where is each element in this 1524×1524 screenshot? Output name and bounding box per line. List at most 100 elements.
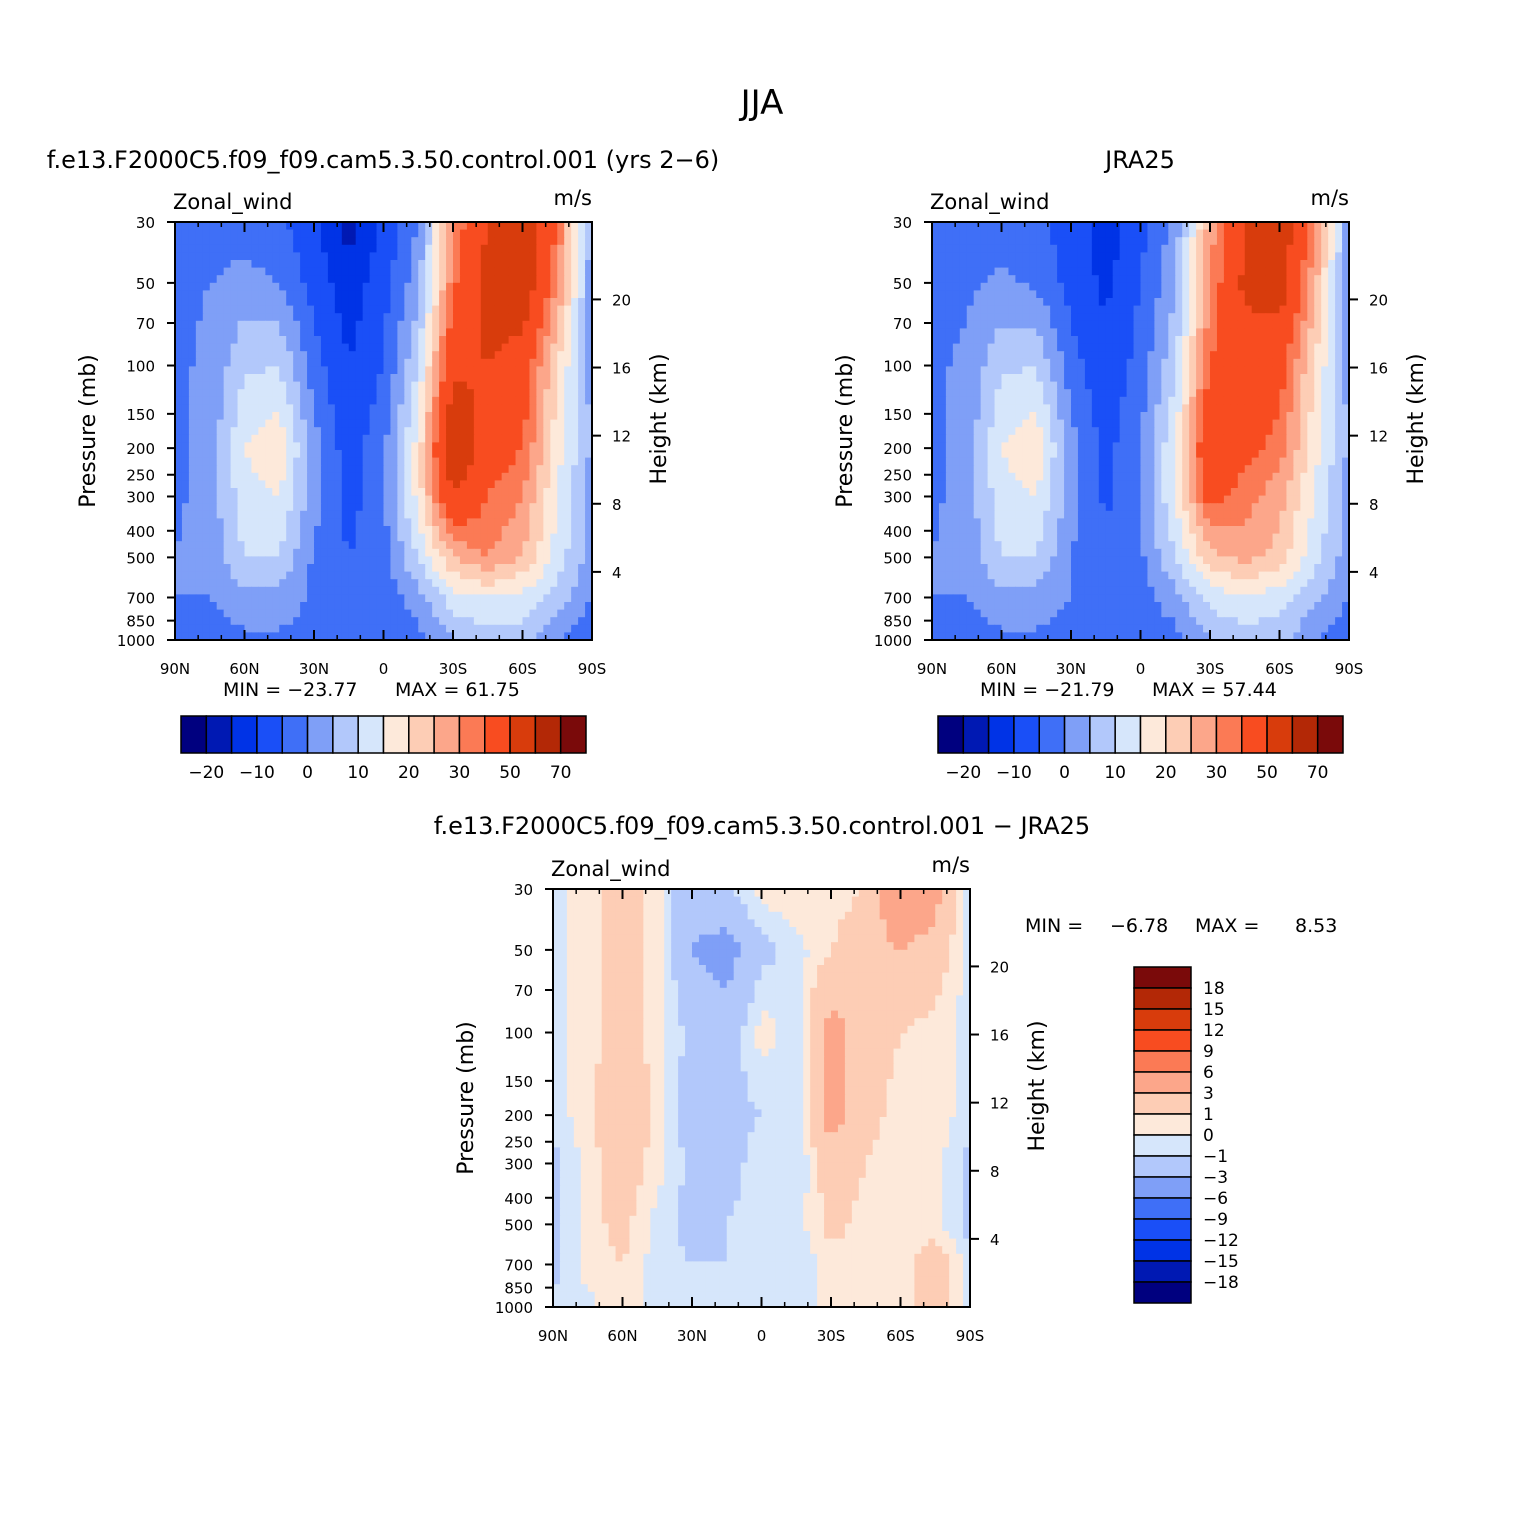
heatmap-cell — [515, 518, 524, 527]
heatmap-cell — [362, 579, 371, 588]
heatmap-cell — [578, 229, 586, 238]
heatmap-cell — [223, 548, 232, 557]
heatmap-cell — [307, 343, 315, 352]
heatmap-cell — [508, 586, 517, 595]
heatmap-cell — [286, 222, 294, 231]
heatmap-cell — [585, 526, 593, 535]
heatmap-cell — [1119, 222, 1128, 231]
heatmap-cell — [1328, 412, 1336, 421]
heatmap-cell — [980, 358, 989, 367]
heatmap-cell — [425, 222, 433, 231]
heatmap-cell — [418, 526, 426, 535]
heatmap-cell — [209, 510, 218, 519]
heatmap-cell — [501, 541, 510, 550]
heatmap-cell — [1098, 336, 1107, 345]
heatmap-cell — [327, 427, 336, 436]
heatmap-cell — [1022, 305, 1030, 314]
heatmap-cell — [202, 320, 211, 329]
heatmap-cell — [181, 252, 190, 261]
heatmap-cell — [279, 366, 287, 375]
heatmap-cell — [439, 336, 447, 345]
heatmap-cell — [411, 275, 419, 284]
heatmap-cell — [348, 229, 357, 238]
heatmap-cell — [453, 237, 461, 246]
heatmap-cell — [1279, 396, 1288, 405]
heatmap-cell — [1182, 412, 1190, 421]
heatmap-cell — [1112, 244, 1121, 253]
heatmap-cell — [286, 244, 294, 253]
heatmap-cell — [397, 548, 405, 557]
heatmap-cell — [362, 602, 371, 611]
heatmap-cell — [585, 586, 593, 595]
heatmap-cell — [1300, 305, 1308, 314]
heatmap-cell — [473, 343, 482, 352]
y-tick-label: 700 — [126, 589, 155, 607]
heatmap-cell — [938, 358, 947, 367]
heatmap-cell — [369, 244, 378, 253]
heatmap-cell — [508, 320, 517, 329]
heatmap-cell — [571, 336, 579, 345]
heatmap-cell — [1036, 222, 1044, 231]
heatmap-cell — [1272, 298, 1281, 307]
heatmap-cell — [494, 404, 503, 413]
heatmap-cell — [1342, 267, 1350, 276]
heatmap-cell — [1286, 343, 1294, 352]
heatmap-cell — [286, 427, 294, 436]
heatmap-cell — [362, 442, 371, 451]
heatmap-cell — [223, 556, 232, 565]
heatmap-cell — [195, 260, 204, 269]
heatmap-cell — [397, 480, 405, 489]
heatmap-cell — [432, 442, 440, 451]
heatmap-cell — [1272, 396, 1281, 405]
heatmap-cell — [272, 389, 280, 398]
heatmap-cell — [459, 267, 468, 276]
heatmap-cell — [1189, 313, 1197, 322]
heatmap-cell — [945, 244, 954, 253]
heatmap-cell — [1154, 222, 1162, 231]
heatmap-cell — [411, 442, 419, 451]
heatmap-cell — [515, 457, 524, 466]
heatmap-cell — [1216, 396, 1225, 405]
heatmap-cell — [1265, 305, 1274, 314]
heatmap-cell — [1133, 336, 1142, 345]
heatmap-cell — [279, 260, 287, 269]
heatmap-cell — [1328, 336, 1336, 345]
heatmap-cell — [175, 282, 183, 291]
heatmap-cell — [571, 594, 579, 603]
heatmap-cell — [202, 503, 211, 512]
heatmap-cell — [1182, 313, 1190, 322]
heatmap-cell — [1223, 336, 1232, 345]
heatmap-cell — [1112, 320, 1121, 329]
heatmap-cell — [1071, 244, 1079, 253]
heatmap-cell — [209, 320, 218, 329]
heatmap-cell — [459, 305, 468, 314]
heatmap-cell — [209, 533, 218, 542]
heatmap-cell — [341, 244, 350, 253]
heatmap-cell — [188, 381, 197, 390]
heatmap-cell — [425, 495, 433, 504]
heatmap-cell — [397, 313, 405, 322]
heatmap-cell — [1307, 267, 1315, 276]
heatmap-cell — [202, 419, 211, 428]
heatmap-cell — [307, 252, 315, 261]
heatmap-cell — [494, 495, 503, 504]
heatmap-cell — [564, 282, 572, 291]
heatmap-cell — [543, 328, 551, 337]
heatmap-cell — [265, 252, 273, 261]
heatmap-cell — [209, 434, 218, 443]
heatmap-cell — [251, 602, 259, 611]
heatmap-cell — [550, 579, 558, 588]
heatmap-cell — [1001, 298, 1010, 307]
heatmap-cell — [1272, 343, 1281, 352]
heatmap-cell — [480, 495, 489, 504]
heatmap-cell — [355, 404, 364, 413]
heatmap-cell — [216, 351, 225, 360]
heatmap-cell — [1342, 412, 1350, 421]
heatmap-cell — [348, 442, 357, 451]
heatmap-cell — [578, 282, 586, 291]
heatmap-cell — [383, 533, 392, 542]
heatmap-cell — [327, 396, 336, 405]
heatmap-cell — [418, 351, 426, 360]
heatmap-cell — [1307, 260, 1315, 269]
heatmap-cell — [1182, 298, 1190, 307]
